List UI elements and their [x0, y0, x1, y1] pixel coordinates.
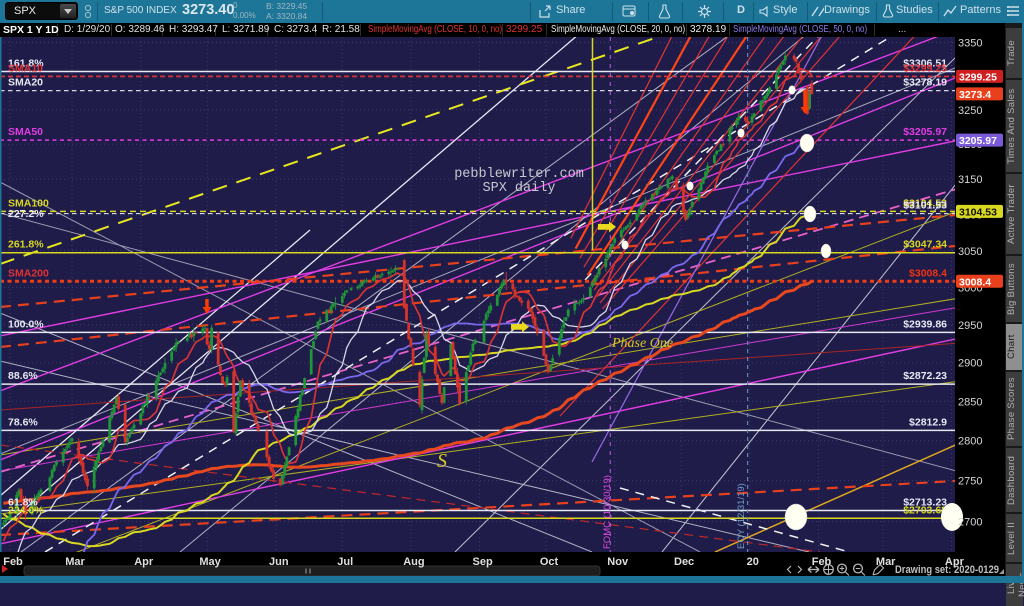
- svg-text:$3299.25: $3299.25: [903, 62, 947, 74]
- svg-text:$3104.53: $3104.53: [903, 197, 947, 209]
- svg-text:$3205.97: $3205.97: [903, 126, 947, 138]
- svg-text:Jul: Jul: [337, 556, 353, 568]
- svg-text:3008.4: 3008.4: [959, 276, 991, 288]
- svg-text:Apr: Apr: [945, 556, 965, 568]
- svg-text:SPX daily: SPX daily: [483, 181, 556, 196]
- svg-text:Oct: Oct: [540, 556, 559, 568]
- svg-text:Apr: Apr: [134, 556, 154, 568]
- svg-text:3350: 3350: [958, 38, 982, 50]
- svg-text:3150: 3150: [958, 174, 982, 186]
- svg-text:3299.25: 3299.25: [959, 71, 997, 83]
- svg-text:100.0%: 100.0%: [8, 318, 44, 330]
- svg-text:161.8%: 161.8%: [8, 58, 44, 70]
- svg-text:May: May: [199, 556, 221, 568]
- svg-text:$2713.23: $2713.23: [903, 497, 947, 509]
- svg-text:227.2%: 227.2%: [8, 208, 44, 220]
- svg-text:FOMC (10/30/19): FOMC (10/30/19): [602, 475, 613, 549]
- svg-text:Dec: Dec: [674, 556, 694, 568]
- svg-text:Nov: Nov: [607, 556, 629, 568]
- svg-text:pebblewriter.com: pebblewriter.com: [454, 167, 584, 182]
- svg-text:$2872.23: $2872.23: [903, 370, 947, 382]
- svg-text:20: 20: [747, 556, 759, 568]
- svg-text:$2812.9: $2812.9: [909, 416, 947, 428]
- svg-text:3273.4: 3273.4: [959, 89, 991, 101]
- svg-text:Drawing set: 2020-0129: Drawing set: 2020-0129: [895, 564, 999, 576]
- svg-text:SMA10: SMA10: [8, 62, 43, 74]
- svg-text:S: S: [437, 450, 447, 472]
- svg-text:3250: 3250: [958, 105, 982, 117]
- svg-text:SMA20: SMA20: [8, 77, 43, 89]
- svg-text:$3306.51: $3306.51: [903, 58, 947, 70]
- svg-text:61.8%: 61.8%: [8, 497, 38, 509]
- svg-text:$2703.68: $2703.68: [903, 504, 947, 516]
- svg-text:SMA200: SMA200: [8, 267, 49, 279]
- svg-text:$2939.86: $2939.86: [903, 318, 947, 330]
- svg-text:3050: 3050: [958, 246, 982, 258]
- svg-text:3205.97: 3205.97: [959, 135, 997, 147]
- svg-text:$3047.34: $3047.34: [903, 239, 947, 251]
- svg-text:2850: 2850: [958, 396, 982, 408]
- svg-text:2700: 2700: [958, 516, 982, 528]
- svg-text:$3008.4: $3008.4: [909, 267, 947, 279]
- svg-text:$3278.19: $3278.19: [903, 77, 947, 89]
- svg-text:88.6%: 88.6%: [8, 370, 38, 382]
- svg-text:Sep: Sep: [473, 556, 493, 568]
- svg-text:Jun: Jun: [269, 556, 289, 568]
- svg-text:EOY (12/31/19): EOY (12/31/19): [736, 483, 747, 549]
- svg-text:2800: 2800: [958, 436, 982, 448]
- svg-text:2750: 2750: [958, 476, 982, 488]
- svg-text:Feb: Feb: [3, 556, 23, 568]
- svg-text:Mar: Mar: [65, 556, 85, 568]
- svg-text:78.6%: 78.6%: [8, 416, 38, 428]
- svg-text:3104.53: 3104.53: [959, 206, 997, 218]
- svg-text:Phase One: Phase One: [611, 336, 673, 351]
- svg-text:SMA50: SMA50: [8, 126, 43, 138]
- svg-text:Aug: Aug: [403, 556, 424, 568]
- svg-text:224.0%: 224.0%: [8, 504, 44, 516]
- svg-text:SMA100: SMA100: [8, 197, 49, 209]
- svg-text:$3101.53: $3101.53: [903, 200, 947, 212]
- svg-text:2900: 2900: [958, 358, 982, 370]
- svg-text:261.8%: 261.8%: [8, 239, 44, 251]
- svg-text:2950: 2950: [958, 320, 982, 332]
